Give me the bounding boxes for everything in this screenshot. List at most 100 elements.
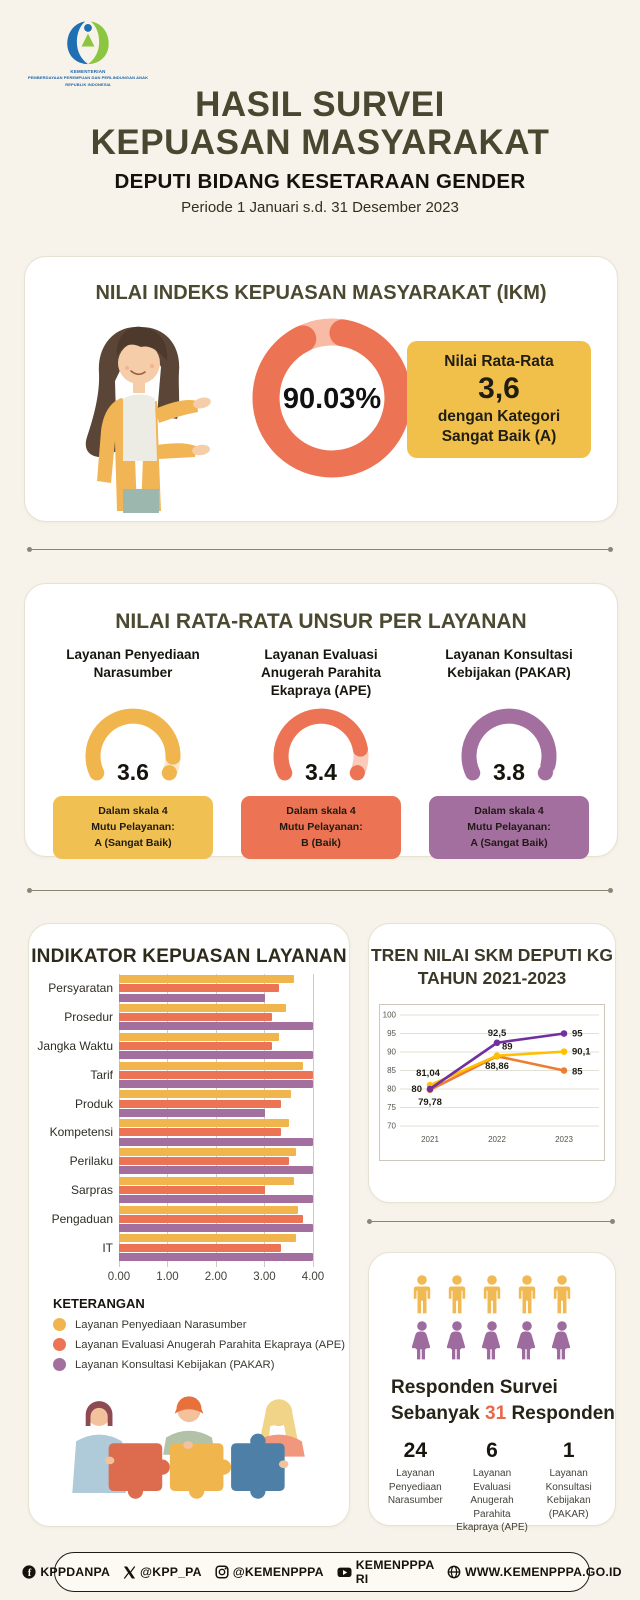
responden-card: Responden Survei Sebanyak 31 Responden 2… (368, 1252, 616, 1533)
tren-card: TREN NILAI SKM DEPUTI KG TAHUN 2021-2023… (368, 923, 616, 1203)
respondent-label-line: Layanan Evaluasi (472, 1468, 512, 1493)
svg-text:80: 80 (411, 1084, 422, 1095)
ikm-donut-chart: 90.03% (241, 307, 423, 489)
female-person-icon (444, 1321, 470, 1361)
bar-legend-items: Layanan Penyediaan Narasumber Layanan Eva… (53, 1318, 345, 1371)
mutu-box-line: Mutu Pelayanan: (91, 820, 175, 833)
bar-row-pengaduan: Pengaduan (29, 1204, 349, 1233)
legend-item: Layanan Evaluasi Anugerah Parahita Ekapr… (53, 1338, 345, 1351)
male-person-icon (514, 1275, 540, 1315)
bar-category-label: Produk (74, 1096, 113, 1111)
bar-track (119, 1060, 313, 1089)
mutu-pelayanan-box: Dalam skala 4 Mutu Pelayanan: A (Sangat Ba… (53, 796, 213, 860)
bar-category-label: Kompetensi (49, 1125, 113, 1140)
respondent-label-line: Anugerah Parahita (470, 1495, 514, 1520)
bar-category-label: IT (102, 1240, 113, 1255)
male-person-icon (409, 1275, 435, 1315)
respondent-icon-row-male (369, 1275, 615, 1315)
social-handle-label: @KEMENPPPA (232, 1565, 324, 1579)
svg-text:2022: 2022 (488, 1135, 506, 1144)
gauge-title-line: Anugerah Parahita (260, 665, 382, 681)
svg-text:80: 80 (387, 1085, 396, 1094)
respondent-column-1: 24 Layanan Penyediaan Narasumber (377, 1439, 454, 1535)
svg-text:85: 85 (572, 1067, 583, 1078)
bar-segment (119, 1004, 287, 1012)
bar-segment (119, 1128, 282, 1137)
bar-row-kompetensi: Kompetensi (29, 1118, 349, 1147)
gauge-title-line: Kebijakan (PAKAR) (447, 665, 571, 681)
bar-segment (119, 1013, 272, 1022)
bar-category-label: Persyaratan (48, 981, 113, 996)
bar-category-label: Tarif (90, 1067, 113, 1082)
social-handle-label: KEMENPPPA RI (355, 1558, 435, 1586)
gauge-column-1: Layanan Penyediaan Narasumber 3.6 Dalam ska… (39, 644, 227, 860)
mutu-box-line: Dalam skala 4 (98, 805, 168, 817)
svg-text:100: 100 (383, 1011, 397, 1020)
bar-segment (119, 1137, 313, 1146)
bar-segment (119, 1061, 304, 1070)
bar-segment (119, 1032, 280, 1041)
gauge-title-line: Layanan Evaluasi (264, 647, 378, 662)
bar-segment (119, 1108, 265, 1117)
respondent-label-line: Kebijakan (PAKAR) (546, 1495, 591, 1520)
svg-text:75: 75 (387, 1103, 396, 1112)
gauge-chart-2: 3.4 (256, 704, 386, 788)
gauge-chart-1: 3.6 (68, 704, 198, 788)
bar-category-label: Sarpras (70, 1182, 113, 1197)
gridline (312, 974, 314, 1267)
gauge-row: Layanan Penyediaan Narasumber 3.6 Dalam ska… (25, 644, 617, 860)
gauge-title-line: Ekapraya (APE) (270, 683, 372, 699)
bar-segment (119, 1051, 313, 1060)
svg-text:95: 95 (572, 1029, 583, 1040)
gauge-title-line: Layanan Konsultasi (445, 647, 573, 662)
social-footer: f KPPDANPA @KPP_PA @KEMENPPPA KEMENPPPA RI WW… (22, 1552, 621, 1592)
bar-track (119, 1147, 313, 1176)
respondent-column-value: 1 (562, 1439, 575, 1463)
tren-line-chart: 100 95 90 85 80 75 70 2021 2022 2023 79,78 88,86 85 8… (379, 1004, 605, 1171)
bar-segment (119, 993, 265, 1002)
respondent-icon-rows (369, 1275, 615, 1361)
respondent-column-value: 24 (403, 1439, 428, 1463)
legend-label: Layanan Evaluasi Anugerah Parahita Ekapr… (75, 1338, 346, 1351)
score-box-line-2: dengan Kategori (437, 407, 561, 425)
gauge-chart-3: 3.8 (444, 704, 574, 788)
bar-row-tarif: Tarif (29, 1060, 349, 1089)
mutu-box-line: A (Sangat Baik) (94, 836, 172, 849)
gauge-column-3: Layanan Konsultasi Kebijakan (PAKAR) 3.8 Da… (415, 644, 603, 860)
mutu-box-line: Dalam skala 4 (474, 805, 544, 817)
bar-track (119, 1003, 313, 1032)
legend-item: Layanan Konsultasi Kebijakan (PAKAR) (53, 1358, 345, 1371)
svg-text:f: f (28, 1568, 32, 1579)
social-item-kppdanpa: f KPPDANPA (22, 1565, 110, 1579)
ikm-card: NILAI INDEKS KEPUASAN MASYARAKAT (IKM) (24, 256, 618, 522)
respondent-heading: Responden Survei Sebanyak 31 Responden (391, 1375, 615, 1426)
bar-segment (119, 1119, 289, 1128)
x-axis-tick-label: 3.00 (253, 1271, 276, 1283)
male-person-icon (549, 1275, 575, 1315)
tren-chart-svg: 100 95 90 85 80 75 70 2021 2022 2023 79,78 88,86 85 8… (379, 1004, 605, 1161)
respondent-column-value: 6 (486, 1439, 498, 1463)
respondent-heading-pre: Sebanyak (391, 1402, 480, 1424)
bar-category-label: Perilaku (69, 1154, 113, 1169)
bar-segment (119, 1166, 313, 1175)
social-handle-label: KPPDANPA (40, 1565, 111, 1579)
female-person-icon (479, 1321, 505, 1361)
ministry-name: KEMENTERIAN PEMBERDAYAAN PEREMPUAN DAN P… (22, 68, 154, 88)
bar-xticks: 0.00 1.00 2.00 3.00 4.00 (29, 1271, 349, 1287)
gauge-column-2: Layanan Evaluasi Anugerah Parahita Ekapray… (227, 644, 415, 860)
respondent-heading-line-1: Responden Survei (391, 1377, 558, 1398)
tren-title-line-2: TAHUN 2021-2023 (417, 967, 567, 988)
mutu-pelayanan-box: Dalam skala 4 Mutu Pelayanan: A (Sangat Ba… (429, 796, 589, 860)
bar-row-prosedur: Prosedur (29, 1003, 349, 1032)
bar-track (119, 1204, 313, 1233)
legend-title: KETERANGAN (53, 1296, 145, 1311)
gauge-value: 3.6 (117, 759, 149, 785)
svg-text:89: 89 (502, 1042, 513, 1053)
x-axis-tick-label: 0.00 (107, 1271, 131, 1283)
score-box-value: 3,6 (478, 372, 520, 406)
instagram-icon (215, 1565, 229, 1579)
bar-row-sarpras: Sarpras (29, 1176, 349, 1205)
bar-segment (119, 1252, 313, 1261)
ministry-logo-block: KEMENTERIAN PEMBERDAYAAN PEREMPUAN DAN P… (22, 14, 154, 88)
unsur-card-title: NILAI RATA-RATA UNSUR PER LAYANAN (115, 610, 527, 633)
